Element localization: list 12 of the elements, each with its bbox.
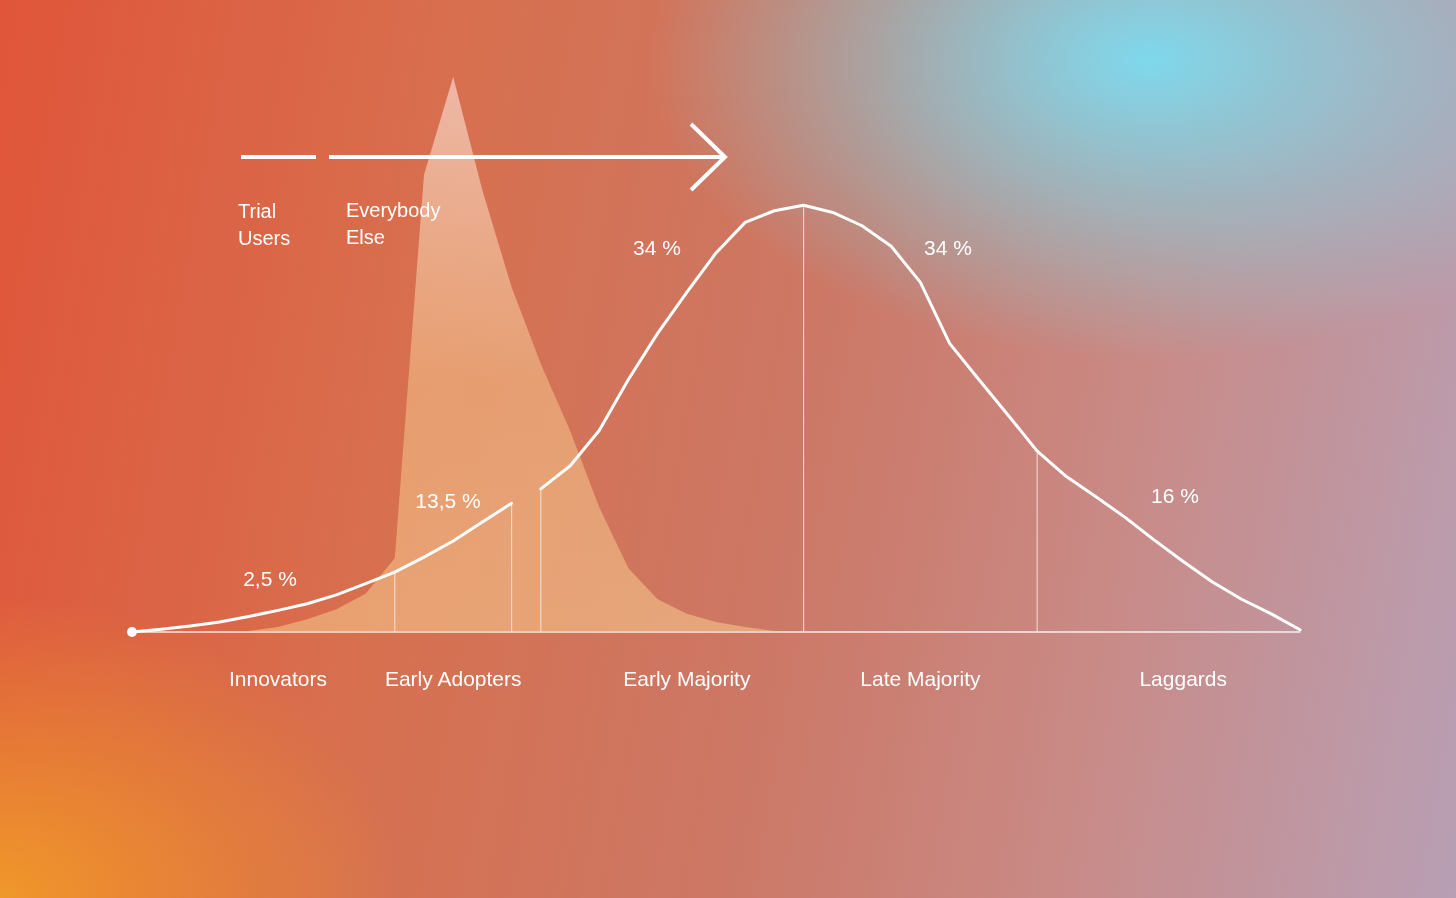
x-tick-label: Early Adopters: [384, 667, 522, 690]
annotation: 34 %: [633, 234, 681, 261]
annotation: Trial Users: [238, 199, 292, 251]
annotation: Everybody Else: [346, 198, 442, 250]
x-tick-label: Late Majority: [860, 667, 982, 690]
annotation: 2,5 %: [243, 565, 297, 592]
annotation: 13,5 %: [415, 487, 481, 514]
x-tick-label: Innovators: [228, 667, 328, 690]
x-tick-label: Early Majority: [623, 667, 751, 690]
x-tick-label: Laggards: [1139, 667, 1227, 690]
annotation: 16 %: [1151, 482, 1199, 509]
annotation: 34 %: [924, 234, 972, 261]
